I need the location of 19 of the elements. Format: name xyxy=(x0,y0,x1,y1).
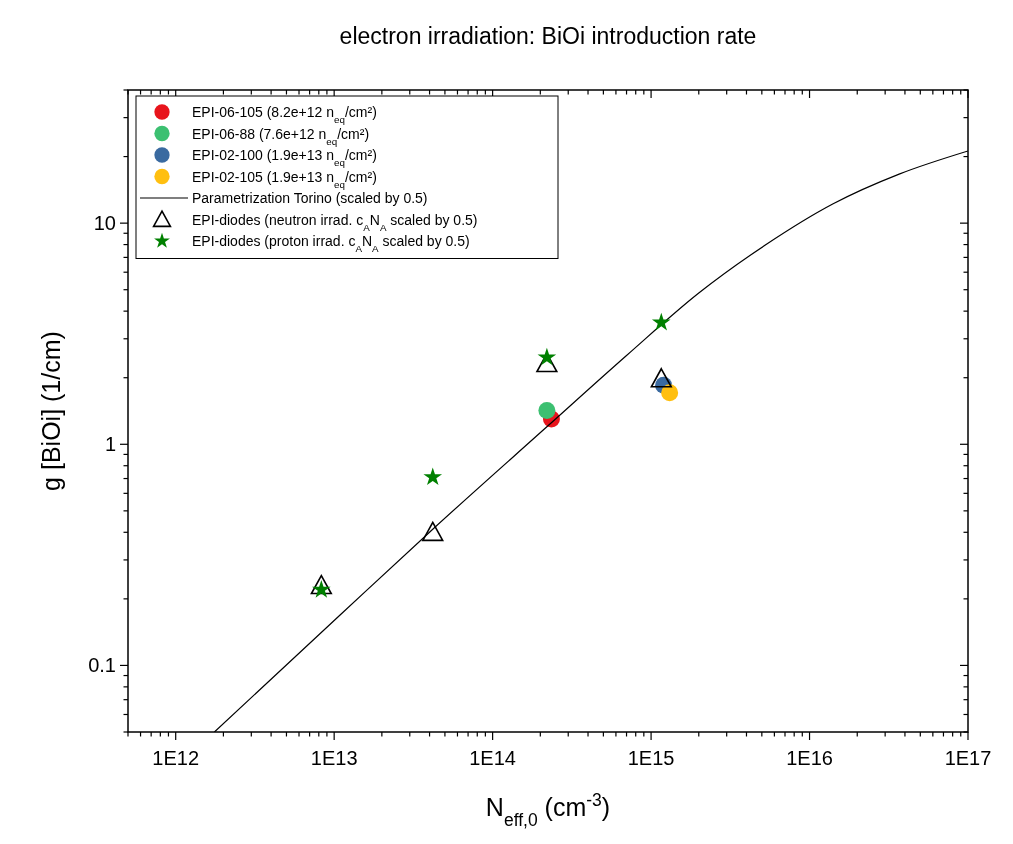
x-tick-label: 1E14 xyxy=(469,747,516,769)
legend-label: EPI-diodes (proton irrad. c$_{A}$N$_{A}$ scaled by 0.5) xyxy=(192,233,470,254)
legend-label: EPI-02-100 (1.9e+13 n$_{eq}$/cm²) xyxy=(192,147,377,168)
x-tick-label: 1E15 xyxy=(627,747,675,769)
legend-label: EPI-02-105 (1.9e+13 n$_{eq}$/cm²) xyxy=(192,168,377,189)
x-tick-label: 1E12 xyxy=(152,747,200,769)
x-tick-label: 1E17 xyxy=(944,747,992,769)
x-axis-title: N$_{eff,0}$ (cm$^{-3}$) xyxy=(485,790,611,830)
x-tick-label: 1E13 xyxy=(310,747,358,769)
y-tick-label: 0.1 xyxy=(88,654,116,677)
legend-label: EPI-06-88 (7.6e+12 n$_{eq}$/cm²) xyxy=(192,125,370,146)
legend-label: Parametrization Torino (scaled by 0.5) xyxy=(192,190,428,206)
y-tick-label: 10 xyxy=(93,212,116,235)
y-tick-label: 1 xyxy=(104,433,116,456)
y-axis-title: g [BiOi] (1/cm) xyxy=(37,331,65,491)
legend-label: EPI-diodes (neutron irrad. c$_{A}$N$_{A}$ scaled by 0.5) xyxy=(192,211,478,232)
chart-title: electron irradiation: BiOi introduction rate xyxy=(339,23,757,49)
legend-label: EPI-06-105 (8.2e+12 n$_{eq}$/cm²) xyxy=(192,104,377,125)
x-tick-label: 1E16 xyxy=(786,747,833,769)
